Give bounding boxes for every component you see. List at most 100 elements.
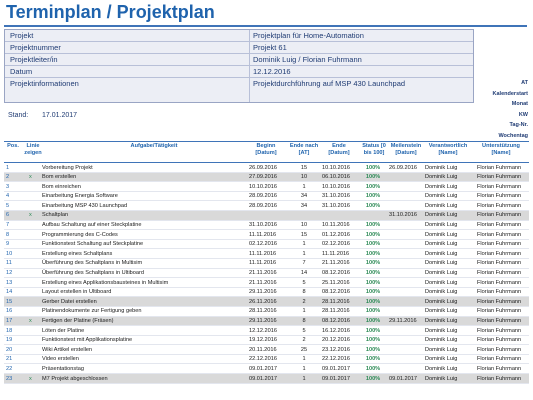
row-unterstuetzung[interactable]: Florian Fuhrmann <box>477 289 522 296</box>
table-row[interactable]: 16 Platinendokumente zur Fertigung geben 2… <box>4 307 529 317</box>
row-linie[interactable]: x <box>29 375 32 382</box>
row-beginn[interactable]: 19.12.2016 <box>249 337 277 344</box>
row-task[interactable]: M7 Projekt abgeschlossen <box>42 375 108 382</box>
row-ende-nach[interactable]: 5 <box>302 327 306 334</box>
row-ende-nach[interactable]: 2 <box>302 298 306 305</box>
row-ende[interactable]: 22.12.2016 <box>322 356 350 363</box>
table-row[interactable]: 19 Funktionstest mit Applikationsplatine 1… <box>4 336 529 346</box>
row-ende-nach[interactable]: 10 <box>300 222 308 229</box>
row-beginn[interactable]: 26.11.2016 <box>249 298 277 305</box>
row-ende[interactable]: 08.12.2016 <box>322 270 350 277</box>
row-ende[interactable]: 10.11.2016 <box>322 222 350 229</box>
row-task[interactable]: Überführung des Schaltplans in Ultiboard <box>42 270 144 277</box>
row-status[interactable]: 100% <box>365 193 381 200</box>
row-beginn[interactable]: 28.09.2016 <box>249 193 277 200</box>
row-status[interactable]: 100% <box>365 289 381 296</box>
row-unterstuetzung[interactable]: Florian Fuhrmann <box>477 260 522 267</box>
row-ende-nach[interactable]: 10 <box>300 174 308 181</box>
row-verantwortlich[interactable]: Dominik Luig <box>425 222 458 229</box>
row-ende-nach[interactable]: 14 <box>300 270 308 277</box>
row-unterstuetzung[interactable]: Florian Fuhrmann <box>477 308 522 315</box>
row-pos[interactable]: 18 <box>6 327 13 334</box>
row-linie[interactable]: x <box>29 174 32 181</box>
row-unterstuetzung[interactable]: Florian Fuhrmann <box>477 356 522 363</box>
table-row[interactable]: 4 Einarbeitung Energia Software 28.09.2016… <box>4 192 529 202</box>
table-row[interactable]: 20 Wiki Artikel erstellen 20.11.2016 25 23.1… <box>4 345 529 355</box>
row-pos[interactable]: 19 <box>6 337 13 344</box>
row-ende[interactable]: 09.01.2017 <box>322 365 350 372</box>
row-ende-nach[interactable]: 1 <box>302 308 306 315</box>
row-ende[interactable]: 28.11.2016 <box>322 298 350 305</box>
row-verantwortlich[interactable]: Dominik Luig <box>425 250 458 257</box>
row-task[interactable]: Schaltplan <box>42 212 69 219</box>
row-ende[interactable]: 31.10.2016 <box>322 202 350 209</box>
row-ende-nach[interactable]: 5 <box>302 279 306 286</box>
row-ende[interactable]: 01.12.2016 <box>322 231 350 238</box>
row-unterstuetzung[interactable]: Florian Fuhrmann <box>477 270 522 277</box>
row-beginn[interactable]: 02.12.2016 <box>249 241 277 248</box>
row-ende[interactable]: 28.11.2016 <box>322 308 350 315</box>
row-ende[interactable]: 09.01.2017 <box>322 375 350 382</box>
row-ende-nach[interactable]: 1 <box>302 356 306 363</box>
table-row[interactable]: 13 Erstellung eines Applikationsbausteine… <box>4 278 529 288</box>
row-status[interactable]: 100% <box>365 337 381 344</box>
row-pos[interactable]: 8 <box>6 231 10 238</box>
row-ende[interactable]: 06.10.2016 <box>322 174 350 181</box>
row-beginn[interactable]: 11.11.2016 <box>249 231 277 238</box>
row-ende-nach[interactable]: 34 <box>300 202 308 209</box>
row-task[interactable]: Erstellung eines Schaltplans <box>42 250 113 257</box>
row-beginn[interactable]: 12.12.2016 <box>249 327 277 334</box>
row-pos[interactable]: 2 <box>6 174 10 181</box>
table-row[interactable]: 17 x Fertigen der Platine (Fräsen) 29.11.20… <box>4 316 529 327</box>
row-status[interactable]: 100% <box>365 356 381 363</box>
row-unterstuetzung[interactable]: Florian Fuhrmann <box>477 346 522 353</box>
row-ende[interactable]: 21.11.2016 <box>322 260 350 267</box>
row-verantwortlich[interactable]: Dominik Luig <box>425 183 458 190</box>
row-verantwortlich[interactable]: Dominik Luig <box>425 279 458 286</box>
row-verantwortlich[interactable]: Dominik Luig <box>425 375 458 382</box>
row-verantwortlich[interactable]: Dominik Luig <box>425 346 458 353</box>
row-task[interactable]: Erstellung eines Applikationsbausteines … <box>42 279 169 286</box>
row-verantwortlich[interactable]: Dominik Luig <box>425 212 458 219</box>
row-task[interactable]: Überführung des Schaltplans in Multisim <box>42 260 143 267</box>
info-value[interactable]: 12.12.2016 <box>253 67 291 76</box>
row-verantwortlich[interactable]: Dominik Luig <box>425 327 458 334</box>
row-verantwortlich[interactable]: Dominik Luig <box>425 356 458 363</box>
row-task[interactable]: Vorbereitung Projekt <box>42 164 93 171</box>
row-meilenstein[interactable]: 31.10.2016 <box>389 212 417 219</box>
row-unterstuetzung[interactable]: Florian Fuhrmann <box>477 250 522 257</box>
row-unterstuetzung[interactable]: Florian Fuhrmann <box>477 231 522 238</box>
row-ende[interactable]: 10.10.2016 <box>322 164 350 171</box>
row-beginn[interactable]: 26.09.2016 <box>249 164 277 171</box>
row-pos[interactable]: 20 <box>6 346 13 353</box>
table-row[interactable]: 18 Löten der Platine 12.12.2016 5 16.12.2016… <box>4 326 529 336</box>
table-row[interactable]: 5 Einarbeitung MSP 430 Launchpad 28.09.201… <box>4 201 529 211</box>
row-ende-nach[interactable]: 8 <box>302 318 306 324</box>
row-verantwortlich[interactable]: Dominik Luig <box>425 337 458 344</box>
stand-value[interactable]: 17.01.2017 <box>42 112 78 119</box>
row-ende[interactable]: 23.12.2016 <box>322 346 350 353</box>
row-beginn[interactable]: 21.11.2016 <box>249 279 277 286</box>
row-beginn[interactable]: 11.11.2016 <box>249 260 277 267</box>
row-task[interactable]: Gerber Datei erstellen <box>42 298 97 305</box>
row-unterstuetzung[interactable]: Florian Fuhrmann <box>477 318 522 324</box>
row-task[interactable]: Funktionstest mit Applikationsplatine <box>42 337 133 344</box>
row-beginn[interactable]: 22.12.2016 <box>249 356 277 363</box>
row-ende-nach[interactable]: 1 <box>302 365 306 372</box>
row-task[interactable]: Layout erstellen in Ultiboard <box>42 289 112 296</box>
row-meilenstein[interactable]: 26.09.2016 <box>389 164 417 171</box>
row-status[interactable]: 100% <box>365 260 381 267</box>
row-pos[interactable]: 12 <box>6 270 13 277</box>
table-row[interactable]: 3 Bom einreichen 10.10.2016 1 10.10.2016 100%… <box>4 182 529 192</box>
row-unterstuetzung[interactable]: Florian Fuhrmann <box>477 327 522 334</box>
row-meilenstein[interactable]: 09.01.2017 <box>389 375 417 382</box>
row-beginn[interactable]: 29.11.2016 <box>249 289 277 296</box>
row-verantwortlich[interactable]: Dominik Luig <box>425 202 458 209</box>
table-row[interactable]: 10 Erstellung eines Schaltplans 11.11.2016… <box>4 249 529 259</box>
table-row[interactable]: 14 Layout erstellen in Ultiboard 29.11.201… <box>4 288 529 298</box>
row-pos[interactable]: 23 <box>6 375 13 382</box>
row-status[interactable]: 100% <box>365 279 381 286</box>
row-ende-nach[interactable]: 1 <box>302 375 306 382</box>
row-ende[interactable]: 31.10.2016 <box>322 193 350 200</box>
row-status[interactable]: 100% <box>365 270 381 277</box>
